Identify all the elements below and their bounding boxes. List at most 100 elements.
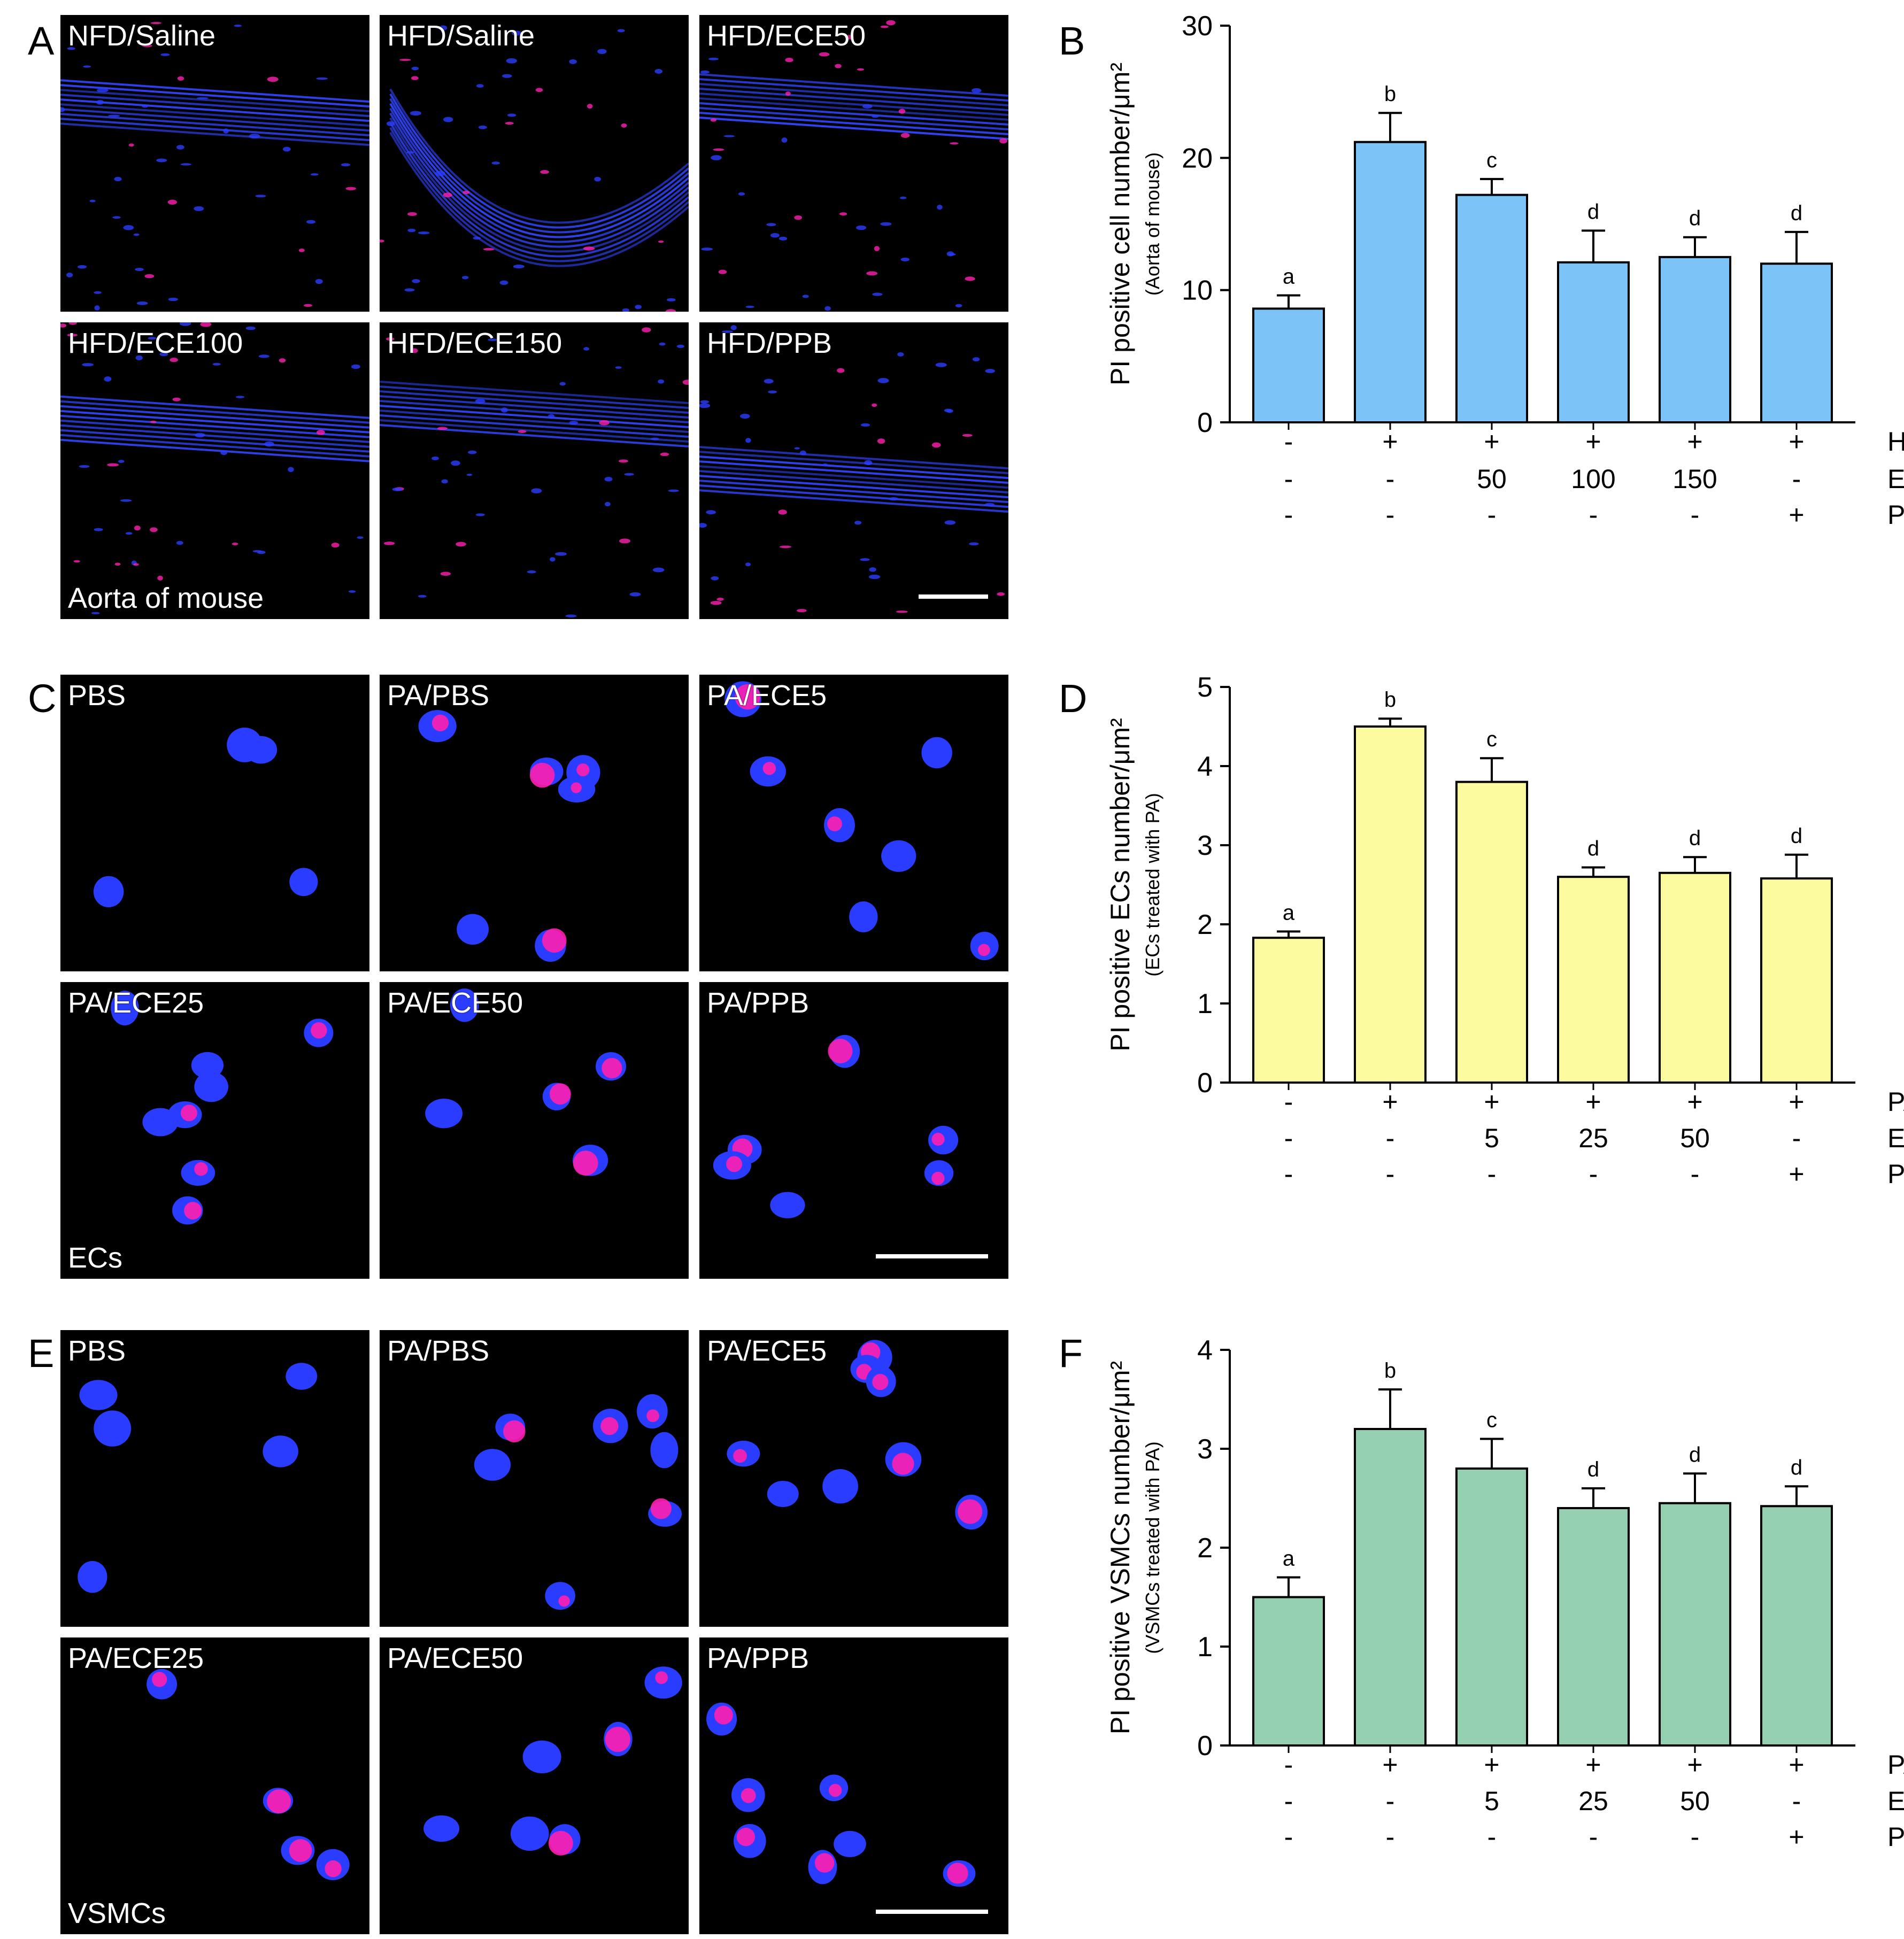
micrograph-label: HFD/ECE100 [68,327,243,359]
treatment-cell: + [1789,1087,1804,1117]
fiber-band [60,429,369,453]
treatment-cell: + [1789,1822,1804,1852]
nucleus-dot [505,121,514,125]
nucleus-dot [160,53,170,56]
nucleus-dot [411,348,418,353]
nucleus-dot [108,114,120,117]
nucleus-dot [877,378,889,383]
panel-letter-f: F [1059,1331,1083,1376]
nucleus-dot [897,352,904,357]
significance-letter: d [1689,207,1701,230]
nucleus-dot [245,326,256,330]
nucleus-dot [931,442,941,448]
fiber-band [389,112,689,248]
micrograph-a-6: HFD/PPB [699,322,1008,619]
micrograph-label: PA/PPB [707,1642,810,1674]
scale-bar [919,594,988,599]
nucleus-dot [169,358,178,362]
nucleus-dot [700,400,710,404]
nucleus-dot [531,488,542,493]
nucleus-dot [89,199,96,203]
treatment-cell: - [1284,500,1293,530]
nucleus-dot [500,407,508,413]
fiber-band [60,424,369,448]
pi-stain-spot [947,1863,968,1884]
nucleus-dot [565,614,577,617]
treatment-row-label: ECE [1887,1786,1904,1816]
nucleus-dot [168,297,179,302]
fiber-band [380,410,689,433]
cell-nucleus [94,1410,132,1447]
nucleus-dot [82,362,94,367]
nucleus-dot [569,59,577,64]
nucleus-dot [392,488,403,491]
nucleus-dot [896,611,908,613]
nucleus-dot [310,173,319,176]
nucleus-dot [288,467,294,473]
nucleus-dot [660,452,669,457]
nucleus-dot [279,358,286,363]
bar [1557,876,1630,1084]
nucleus-dot [667,298,676,302]
nucleus-dot [615,366,622,369]
bar [1557,1507,1630,1747]
treatment-cell: - [1284,1123,1293,1153]
nucleus-dot [79,465,90,468]
pi-stain-spot [571,782,582,793]
fiber-band [699,83,1008,106]
treatment-cell: - [1386,500,1395,530]
pi-stain-spot [431,714,449,731]
fiber-band [389,98,689,234]
nucleus-dot [462,190,470,195]
cell-nucleus [770,1192,805,1218]
nucleus-dot [706,510,716,515]
treatment-cell: + [1484,427,1499,457]
pi-stain-spot [605,1727,630,1752]
cell-nucleus [510,1816,549,1851]
nucleus-dot [412,279,420,283]
fiber-band [60,405,369,429]
treatment-cell: + [1789,1159,1804,1189]
pi-stain-spot [576,763,590,777]
nucleus-dot [150,420,157,423]
nucleus-dot [104,376,112,382]
nucleus-dot [699,523,707,528]
nucleus-dot [899,196,907,199]
micrograph-c-2: PA/PBS [380,675,689,971]
nucleus-dot [785,58,793,63]
micrograph-label: NFD/Saline [68,20,216,52]
fiber-band [699,470,1008,494]
nucleus-dot [475,513,485,516]
treatment-cell: - [1284,464,1293,494]
nucleus-dot [411,76,419,80]
bar [1455,781,1528,1084]
nucleus-dot [68,322,77,325]
nucleus-dot [435,171,446,176]
panel-letter-a: A [28,19,55,63]
fiber-band [380,405,689,428]
nucleus-dot [854,521,862,525]
panel-letter-e: E [28,1331,55,1376]
nucleus-dot [443,117,453,122]
y-axis-label: PI positive cell number/μm² [1105,63,1135,385]
nucleus-dot [781,137,788,143]
nucleus-dot [554,552,567,556]
bar [1455,194,1528,423]
nucleus-dot [73,560,80,563]
nucleus-dot [629,592,641,597]
y-tick-label: 2 [1197,1533,1213,1564]
pi-stain-spot [573,1150,598,1176]
micrograph-label: HFD/ECE50 [707,20,866,52]
nucleus-dot [716,597,724,601]
bar [1252,307,1325,423]
cell-nucleus [522,1740,561,1774]
nucleus-dot [535,88,543,92]
pi-stain-spot [289,1839,312,1862]
nucleus-dot [212,362,221,366]
nucleus-dot [658,379,665,384]
nucleus-dot [962,434,973,437]
micrograph-label: PA/PPB [707,987,810,1019]
nucleus-dot [518,430,527,433]
nucleus-dot [120,499,132,502]
micrograph-e-1: PBS [60,1330,369,1627]
